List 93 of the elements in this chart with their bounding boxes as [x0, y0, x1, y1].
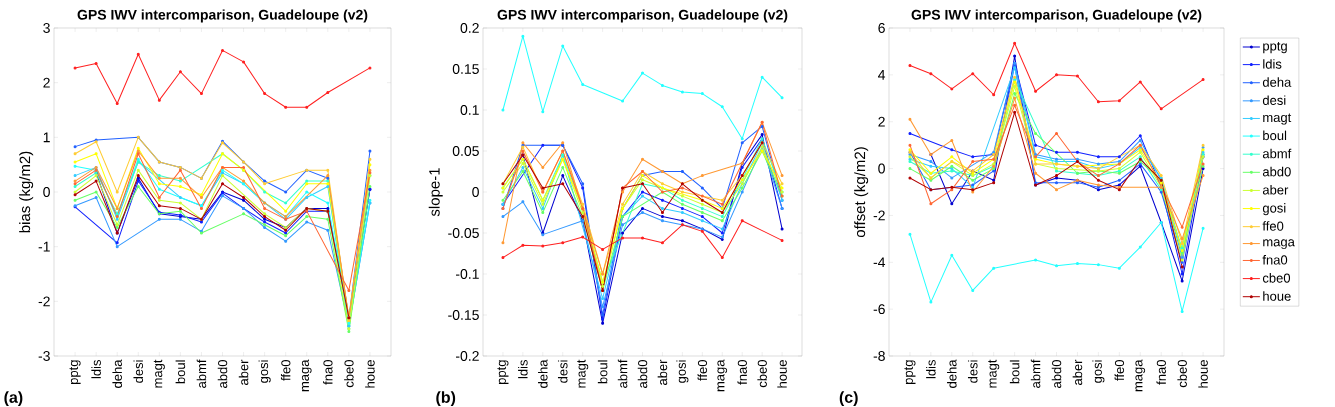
y-tick-label: 4 [878, 70, 886, 80]
y-tick-label: -3 [38, 351, 50, 361]
legend-label: abmf [1262, 148, 1292, 159]
x-tick-label: houe [365, 360, 375, 388]
x-tick-label: cbe0 [1177, 360, 1187, 388]
y-tick-label: -8 [873, 351, 885, 361]
y-axis-title: bias (kg/m2) [19, 151, 34, 233]
y-tick-label: -0.15 [448, 310, 479, 320]
y-tick-label: 0 [472, 187, 479, 197]
y-axis-title: offset (kg/m2) [854, 147, 869, 238]
legend-label: boul [1263, 130, 1287, 141]
x-tick-label: fna0 [323, 360, 333, 385]
y-axis-title: slope-1 [428, 168, 443, 217]
chart-title: GPS IWV intercomparison, Guadeloupe (v2) [77, 9, 368, 23]
y-tick-label: 0.1 [460, 105, 479, 115]
x-tick-label: aber [1072, 359, 1083, 385]
y-tick-label: -4 [873, 257, 886, 268]
x-tick-label: ffe0 [280, 360, 291, 381]
y-tick-label: 0.15 [452, 64, 479, 74]
x-tick-label: pptg [69, 360, 81, 384]
y-tick-label: 6 [878, 23, 885, 33]
x-tick-label: abd0 [637, 360, 648, 388]
text: (a) [4, 391, 23, 407]
y-tick-label: -1 [38, 241, 50, 252]
x-tick-label: abd0 [1051, 360, 1062, 388]
x-tick-label: gosi [258, 360, 271, 383]
x-tick-label: aber [657, 359, 668, 385]
text: (c) [839, 391, 858, 407]
y-tick-label: 0 [43, 187, 50, 197]
y-tick-label: 0.05 [452, 146, 479, 156]
legend-label: houe [1263, 291, 1291, 301]
chart-title: GPS IWV intercomparison, Guadeloupe (v2) [911, 9, 1202, 23]
legend-label: ldis [1263, 59, 1282, 69]
x-tick-label: cbe0 [757, 360, 767, 388]
x-tick-label: ffe0 [1114, 360, 1125, 381]
x-tick-label: cbe0 [344, 360, 354, 388]
y-tick-label: -2 [38, 296, 50, 307]
x-tick-label: magt [988, 359, 1000, 388]
x-tick-label: ldis [518, 360, 528, 379]
x-tick-label: houe [777, 360, 787, 388]
x-tick-label: maga [301, 359, 312, 392]
x-tick-label: maga [717, 359, 728, 392]
legend-label: cbe0 [1262, 273, 1291, 283]
x-tick-label: houe [1198, 360, 1208, 388]
y-tick-label: -0.1 [455, 269, 479, 279]
x-tick-label: fna0 [1156, 360, 1166, 385]
y-tick-label: 0 [878, 163, 885, 174]
legend-label: deha [1262, 77, 1292, 87]
legend-label: aber [1262, 184, 1289, 195]
x-tick-label: gosi [676, 360, 689, 383]
legend-label: magt [1263, 113, 1292, 125]
x-tick-label: fna0 [737, 360, 747, 385]
legend-label: maga [1263, 239, 1295, 250]
x-tick-label: pptg [497, 360, 509, 384]
x-tick-label: abmf [196, 359, 207, 388]
legend-label: abd0 [1262, 166, 1291, 177]
y-tick-label: 2 [878, 116, 885, 127]
x-tick-label: ffe0 [697, 360, 708, 381]
chart-title: GPS IWV intercomparison, Guadeloupe (v2) [497, 9, 788, 23]
x-tick-label: desi [557, 360, 568, 383]
x-tick-label: magt [577, 359, 589, 388]
x-tick-label: gosi [1092, 360, 1105, 383]
legend-label: ffe0 [1262, 221, 1284, 231]
x-tick-label: ldis [91, 360, 101, 379]
y-tick-label: -6 [873, 304, 885, 315]
x-tick-label: desi [133, 360, 144, 383]
y-tick-label: 3 [43, 23, 50, 33]
y-tick-label: -2 [873, 210, 885, 221]
x-tick-label: boul [175, 360, 186, 384]
legend-label: fna0 [1262, 255, 1288, 265]
x-tick-label: boul [597, 360, 608, 384]
y-tick-label: 2 [43, 77, 50, 88]
y-tick-label: 0.2 [460, 23, 479, 33]
x-tick-label: abmf [617, 359, 628, 388]
x-tick-label: deha [947, 359, 957, 388]
x-tick-label: ldis [926, 360, 936, 379]
x-tick-label: maga [1135, 359, 1146, 392]
x-tick-label: desi [967, 360, 978, 383]
y-tick-label: 1 [43, 132, 50, 143]
legend-label: gosi [1262, 203, 1286, 216]
x-tick-label: deha [112, 359, 122, 388]
legend-label: desi [1262, 95, 1286, 105]
x-tick-label: pptg [904, 360, 916, 384]
x-tick-label: boul [1009, 360, 1020, 384]
y-tick-label: -0.05 [448, 228, 479, 238]
x-tick-label: magt [153, 359, 165, 388]
x-tick-label: deha [538, 359, 548, 388]
text: (b) [436, 391, 456, 407]
x-tick-label: abd0 [217, 360, 228, 388]
x-tick-label: abmf [1030, 359, 1041, 388]
legend-label: pptg [1263, 42, 1287, 54]
y-tick-label: -0.2 [455, 351, 479, 361]
x-tick-label: aber [238, 359, 249, 385]
